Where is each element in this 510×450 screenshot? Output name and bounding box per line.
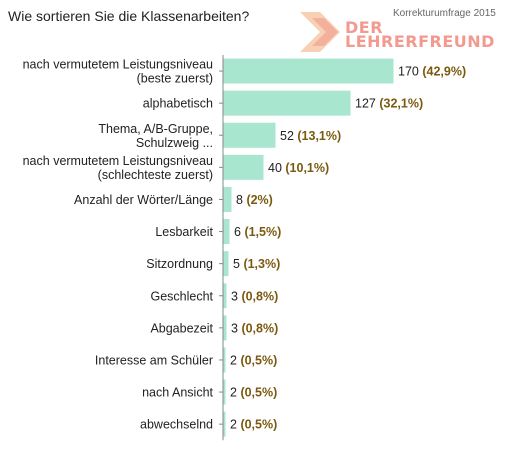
value-label-5: 6 (1,5%): [234, 225, 281, 239]
bar-2: [223, 122, 276, 148]
value-label-6: 5 (1,3%): [233, 257, 280, 271]
logo-word-der: DER: [345, 18, 384, 37]
value-label-7: 3 (0,8%): [231, 289, 278, 303]
value-label-4: 8 (2%): [236, 193, 273, 207]
bar-10: [223, 379, 226, 405]
value-label-2: 52 (13,1%): [280, 129, 341, 143]
bar-4: [223, 186, 232, 212]
logo-chevron-icon: [300, 12, 340, 52]
logo-word-lehrerfreund: LEHRERFREUND: [345, 32, 495, 51]
bar-1: [223, 90, 351, 116]
value-label-11: 2 (0,5%): [230, 418, 277, 432]
bar-6: [223, 251, 229, 277]
value-label-8: 3 (0,8%): [231, 321, 278, 335]
value-label-0: 170 (42,9%): [398, 65, 466, 79]
category-label-10: nach Ansicht: [142, 386, 213, 400]
category-label-4: Anzahl der Wörter/Länge: [74, 193, 213, 207]
category-label-9: Interesse am Schüler: [95, 353, 213, 367]
category-label-8: Abgabezeit: [150, 321, 213, 335]
bar-5: [223, 219, 230, 245]
bar-11: [223, 411, 226, 437]
value-label-10: 2 (0,5%): [230, 386, 277, 400]
bar-0: [223, 58, 394, 84]
category-label-0: nach vermutetem Leistungsniveau (beste zu…: [23, 58, 213, 86]
category-label-1: alphabetisch: [143, 97, 213, 111]
category-label-7: Geschlecht: [150, 289, 213, 303]
category-label-3: nach vermutetem Leistungsniveau (schlecht…: [23, 154, 213, 182]
logo-tagline: Korrekturumfrage 2015: [393, 8, 496, 19]
value-label-3: 40 (10,1%): [268, 161, 329, 175]
category-label-5: Lesbarkeit: [155, 225, 213, 239]
bar-9: [223, 347, 226, 373]
bar-3: [223, 154, 264, 180]
chart-title: Wie sortieren Sie die Klassenarbeiten?: [8, 8, 250, 24]
category-label-6: Sitzordnung: [146, 257, 213, 271]
category-label-2: Thema, A/B-Gruppe, Schulzweig ...: [98, 122, 213, 150]
bar-8: [223, 315, 227, 341]
bar-7: [223, 283, 227, 309]
lehrerfreund-logo: Korrekturumfrage 2015 DER LEHRERFREUND: [298, 6, 504, 56]
value-label-9: 2 (0,5%): [230, 353, 277, 367]
value-label-1: 127 (32,1%): [355, 97, 423, 111]
category-label-11: abwechselnd: [140, 418, 213, 432]
